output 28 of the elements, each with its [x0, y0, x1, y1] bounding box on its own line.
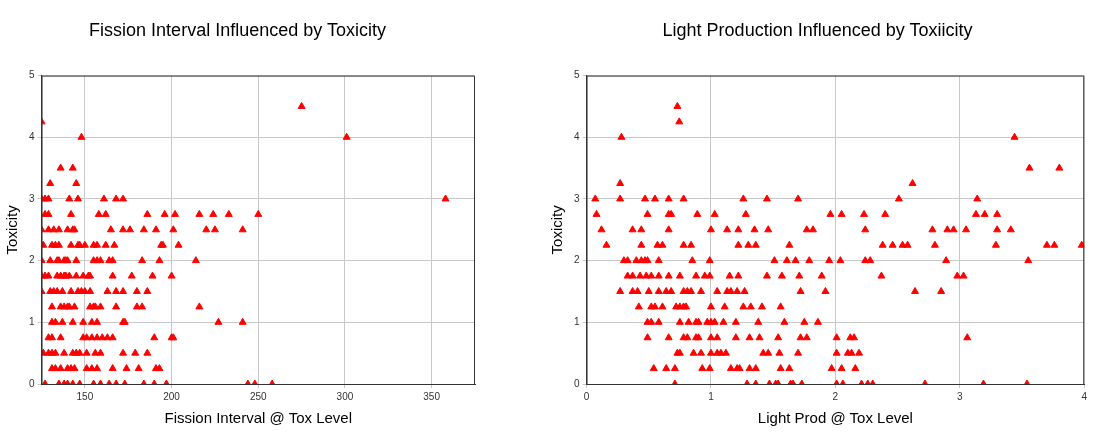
y-tick-label: 4 — [29, 131, 35, 143]
x-tick-label: 4 — [1081, 390, 1088, 402]
y-axis-title: Toxicity — [548, 204, 566, 255]
x-tick-label: 150 — [76, 390, 94, 402]
y-tick-label: 1 — [574, 316, 580, 328]
y-axis-title: Toxicity — [3, 204, 21, 255]
x-tick-label: 350 — [423, 390, 441, 402]
x-axis-title: Light Prod @ Tox Level — [757, 409, 913, 427]
y-tick-label: 0 — [29, 377, 35, 389]
y-tick-label: 5 — [574, 69, 580, 81]
y-tick-label: 2 — [29, 254, 35, 266]
y-tick-label: 3 — [29, 192, 35, 204]
y-tick-label: 4 — [574, 131, 580, 143]
y-tick-label: 5 — [29, 69, 35, 81]
y-tick-label: 2 — [574, 254, 580, 266]
x-tick-label: 1 — [708, 390, 715, 402]
x-tick-label: 300 — [336, 390, 354, 402]
x-tick-label: 2 — [832, 390, 839, 402]
chart-title: Light Production Influenced by Toxiicity — [662, 19, 973, 40]
x-axis-title: Fission Interval @ Tox Level — [164, 409, 353, 427]
y-tick-label: 0 — [574, 377, 580, 389]
x-tick-label: 0 — [583, 390, 590, 402]
y-tick-label: 1 — [29, 316, 35, 328]
x-tick-label: 200 — [163, 390, 181, 402]
x-tick-label: 250 — [249, 390, 268, 402]
y-tick-label: 3 — [574, 192, 580, 204]
chart-title: Fission Interval Influenced by Toxicity — [89, 19, 386, 40]
x-tick-label: 3 — [957, 390, 964, 402]
